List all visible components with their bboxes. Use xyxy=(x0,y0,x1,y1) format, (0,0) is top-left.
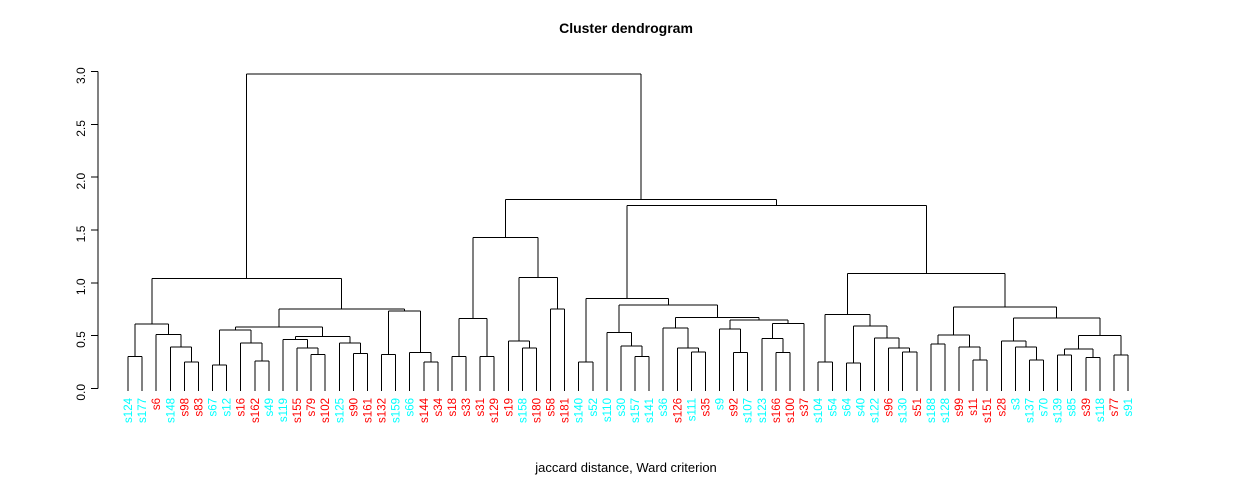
leaf-label: s67 xyxy=(208,398,220,417)
leaf-label: s6 xyxy=(151,398,163,410)
leaf-label: s139 xyxy=(1053,398,1065,423)
leaf-label: s77 xyxy=(1109,398,1121,417)
leaf-label: s33 xyxy=(461,398,473,417)
leaf-label: s110 xyxy=(602,398,614,422)
leaf-label: s159 xyxy=(391,398,403,423)
leaf-label: s11 xyxy=(968,398,980,416)
leaf-label: s49 xyxy=(264,398,276,417)
leaf-label: s83 xyxy=(193,398,205,417)
leaf-label: s161 xyxy=(362,398,374,423)
leaf-label: s16 xyxy=(236,398,248,417)
leaf-label: s181 xyxy=(560,398,572,423)
leaf-label: s125 xyxy=(334,398,346,423)
leaf-label: s64 xyxy=(841,397,853,416)
leaf-label: s188 xyxy=(926,398,938,423)
leaf-label: s128 xyxy=(940,398,952,423)
leaf-label: s140 xyxy=(574,398,586,423)
leaf-label: s91 xyxy=(1123,398,1135,417)
leaf-label: s96 xyxy=(884,398,896,417)
leaf-label: s31 xyxy=(475,398,487,417)
y-tick-label: 1.0 xyxy=(74,278,88,295)
leaf-label: s132 xyxy=(377,398,389,423)
y-tick-label: 3.0 xyxy=(74,67,88,84)
leaf-label: s90 xyxy=(348,398,360,417)
leaf-label: s102 xyxy=(320,398,332,423)
leaf-label: s92 xyxy=(729,398,741,417)
leaf-label: s166 xyxy=(771,398,783,423)
leaf-label: s18 xyxy=(447,398,459,417)
leaf-label: s28 xyxy=(996,398,1008,417)
leaf-label: s99 xyxy=(954,398,966,417)
leaf-label: s12 xyxy=(222,398,234,417)
leaf-label: s151 xyxy=(982,398,994,423)
leaf-label: s37 xyxy=(799,398,811,417)
plot-title: Cluster dendrogram xyxy=(559,20,693,36)
leaf-label: s141 xyxy=(644,398,656,423)
leaf-label: s30 xyxy=(616,398,628,417)
leaf-label: s130 xyxy=(898,398,910,423)
leaf-label: s144 xyxy=(419,397,431,423)
leaf-label: s137 xyxy=(1024,398,1036,423)
leaf-label: s40 xyxy=(855,398,867,417)
leaf-label: s85 xyxy=(1067,398,1079,417)
leaf-label: s129 xyxy=(489,398,501,423)
leaf-label: s126 xyxy=(672,398,684,423)
leaf-label: s118 xyxy=(1095,398,1107,422)
leaf-label: s19 xyxy=(503,398,515,417)
leaf-label: s35 xyxy=(700,398,712,417)
leaf-label: s34 xyxy=(433,397,445,416)
leaf-label: s177 xyxy=(137,398,149,423)
leaf-label: s107 xyxy=(743,398,755,423)
leaf-label: s52 xyxy=(588,398,600,417)
y-tick-label: 2.0 xyxy=(74,173,88,190)
leaf-label: s70 xyxy=(1039,398,1051,417)
leaf-label: s124 xyxy=(123,397,135,423)
leaf-label: s148 xyxy=(165,398,177,423)
leaf-label: s122 xyxy=(870,398,882,423)
leaf-label: s111 xyxy=(686,398,698,421)
leaf-label: s98 xyxy=(179,398,191,417)
leaf-label: s158 xyxy=(517,398,529,423)
leaf-label: s157 xyxy=(630,398,642,423)
leaf-label: s100 xyxy=(785,398,797,423)
plot-caption: jaccard distance, Ward criterion xyxy=(535,460,717,475)
y-tick-label: 2.5 xyxy=(74,120,88,137)
leaf-label: s119 xyxy=(278,398,290,422)
leaf-label: s54 xyxy=(827,397,839,416)
leaf-label: s36 xyxy=(658,398,670,417)
leaf-label: s58 xyxy=(546,398,558,417)
leaf-label: s104 xyxy=(813,397,825,423)
leaf-label: s66 xyxy=(405,398,417,417)
leaf-label: s162 xyxy=(250,398,262,423)
leaf-label: s180 xyxy=(531,398,543,423)
leaf-label: s9 xyxy=(715,398,727,410)
leaf-label: s79 xyxy=(306,398,318,417)
leaf-label: s39 xyxy=(1081,398,1093,417)
leaf-label: s155 xyxy=(292,398,304,423)
y-tick-label: 0.0 xyxy=(74,384,88,401)
y-tick-label: 0.5 xyxy=(74,331,88,348)
leaf-label: s51 xyxy=(912,398,924,417)
leaf-label: s123 xyxy=(757,398,769,423)
y-tick-label: 1.5 xyxy=(74,225,88,242)
leaf-label: s3 xyxy=(1010,398,1022,410)
